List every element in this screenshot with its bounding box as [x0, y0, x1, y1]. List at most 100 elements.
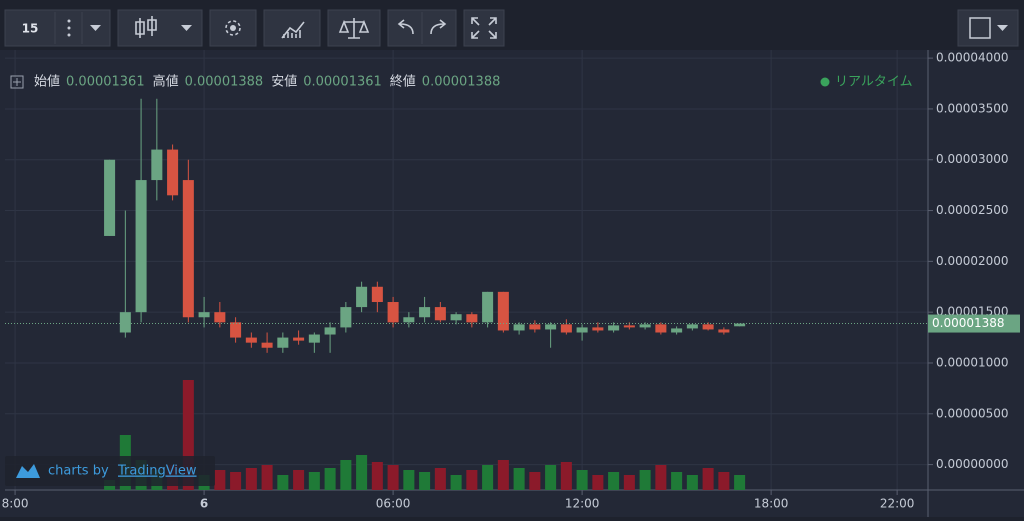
candle-body [639, 324, 651, 328]
volume-bar [403, 470, 415, 490]
volume-bar [497, 460, 509, 490]
legend-name: 終値 [390, 74, 416, 90]
legend-value: 0.00001388 [185, 75, 264, 90]
candle-body [371, 286, 383, 303]
volume-bar [214, 470, 226, 490]
volume-bar [592, 475, 604, 490]
indicators-button[interactable] [263, 9, 321, 47]
candle-body [182, 180, 194, 318]
candle-body [245, 337, 257, 343]
legend-name: 安値 [271, 74, 297, 90]
volume-bar [293, 470, 305, 490]
x-tick-label: 22:00 [880, 497, 915, 511]
legend-name: 高値 [153, 74, 179, 90]
candle-body [324, 327, 336, 335]
volume-bar [702, 468, 714, 490]
volume-bar [576, 470, 588, 490]
volume-bar [308, 472, 320, 490]
volume-bar [340, 460, 352, 490]
candle-body [466, 314, 478, 323]
y-tick-label: 0.00000000 [936, 457, 1009, 471]
x-tick-label: 06:00 [376, 497, 411, 511]
volume-bar [419, 472, 431, 490]
legend-value: 0.00001388 [422, 75, 501, 90]
volume-bar [639, 470, 651, 490]
y-tick-label: 0.00000500 [936, 406, 1009, 420]
volume-bar [608, 472, 620, 490]
chart-type-button[interactable] [117, 9, 203, 47]
candle-body [151, 149, 163, 181]
interval: 15 [22, 22, 39, 36]
candle-body [545, 324, 557, 330]
volume-bar [686, 475, 698, 490]
volume-bar [655, 465, 667, 490]
y-tick-label: 0.00004000 [936, 51, 1009, 65]
candle-body [592, 327, 604, 331]
candle-body [214, 312, 226, 323]
candle-body [576, 327, 588, 333]
watermark-prefix: charts by [48, 464, 109, 479]
candle-body [135, 180, 147, 313]
candle-body [308, 334, 320, 343]
legend-name: 始値 [34, 74, 60, 90]
candle-body [450, 314, 462, 321]
volume-bar [734, 475, 746, 490]
volume-bar [182, 380, 194, 490]
watermark-brand[interactable]: TradingView [117, 464, 197, 479]
candle-body [623, 325, 635, 328]
volume-bar [245, 468, 257, 490]
y-tick-label: 0.00003000 [936, 152, 1009, 166]
candle-body [277, 337, 289, 348]
candle-body [718, 329, 730, 333]
x-tick-label: 12:00 [565, 497, 600, 511]
volume-bar [529, 472, 541, 490]
x-tick-label: 6 [200, 497, 208, 511]
candle-body [104, 159, 116, 236]
candle-body [671, 328, 683, 333]
interval-button[interactable] [4, 9, 111, 47]
volume-bar [261, 465, 273, 490]
volume-bar [371, 462, 383, 490]
candle-body [261, 342, 273, 348]
candle-body [293, 337, 305, 341]
candle-body [686, 324, 698, 329]
volume-bar [230, 472, 242, 490]
candle-body [655, 324, 667, 333]
volume-bar [718, 472, 730, 490]
candle-body [340, 307, 352, 328]
candle-body [734, 323, 746, 327]
legend-value: 0.00001361 [303, 75, 382, 90]
fullscreen-button[interactable] [463, 9, 505, 47]
volume-bar [671, 472, 683, 490]
candle-body [529, 324, 541, 330]
candle-body [387, 302, 399, 323]
candle-body [167, 149, 179, 196]
volume-bar [513, 468, 525, 490]
legend-toggle[interactable] [10, 75, 24, 89]
y-tick-label: 0.00002000 [936, 254, 1009, 268]
candle-body [482, 291, 494, 323]
last-price-box [928, 314, 1020, 333]
candle-body [497, 291, 509, 331]
candle-body [419, 307, 431, 318]
candle-body [198, 312, 210, 318]
realtime-label: リアルタイム [835, 75, 913, 90]
volume-bar [560, 462, 572, 490]
y-tick-label: 0.00002500 [936, 203, 1009, 217]
candle-body [702, 324, 714, 330]
volume-bar [434, 468, 446, 490]
candle-body [560, 324, 572, 333]
candle-body [434, 307, 446, 321]
legend: 始値 0.00001361 高値 0.00001388 安値 0.00001361 終値 0.… [10, 74, 501, 90]
volume-bar [324, 468, 336, 490]
candle-body [230, 322, 242, 338]
candle-body [356, 286, 368, 308]
watermark[interactable]: charts by TradingView [5, 456, 215, 486]
x-tick-label: 18:00 [754, 497, 789, 511]
y-tick-label: 0.00003500 [936, 101, 1009, 115]
toolbar-buttons[interactable]: 15 [4, 9, 1019, 47]
volume-bar [623, 475, 635, 490]
realtime-status: リアルタイム [820, 75, 913, 90]
volume-bar [356, 455, 368, 490]
y-tick-label: 0.00001000 [936, 355, 1009, 369]
